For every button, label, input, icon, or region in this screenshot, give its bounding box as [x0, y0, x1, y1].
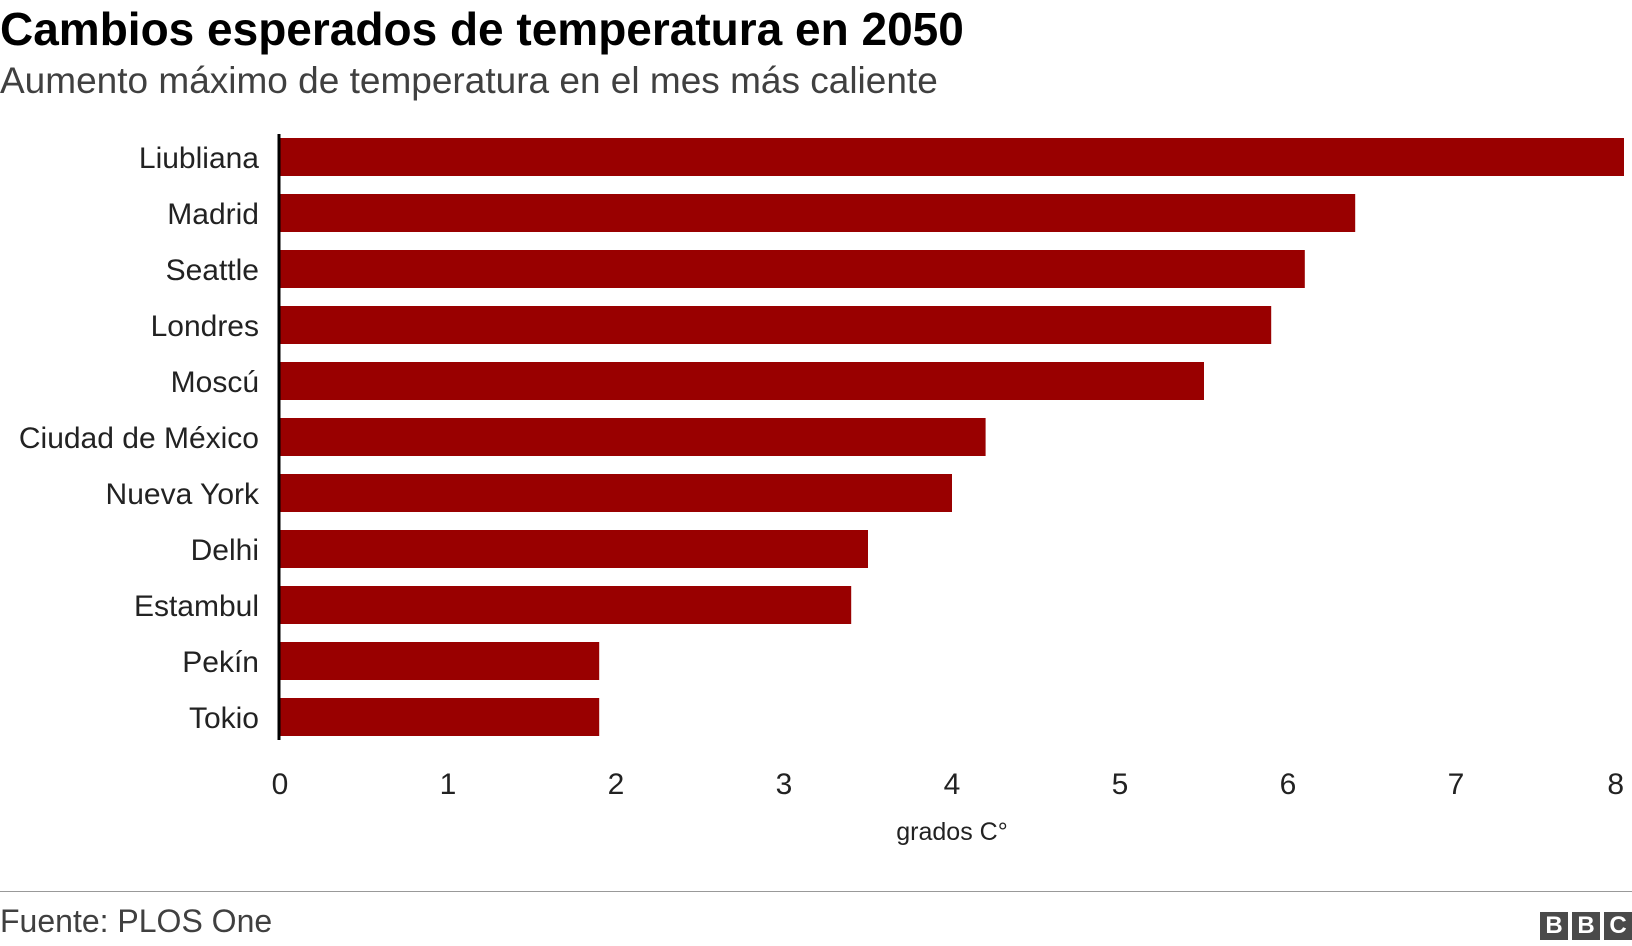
x-tick-label: 1	[440, 768, 457, 801]
category-label: Madrid	[167, 198, 259, 231]
category-label: Moscú	[171, 366, 259, 399]
bbc-logo-letter: B	[1540, 912, 1568, 940]
bar	[280, 642, 600, 680]
footer-divider	[0, 891, 1632, 892]
category-label: Londres	[151, 310, 259, 343]
bar	[280, 362, 1204, 400]
x-tick-label: 7	[1448, 768, 1465, 801]
bar	[280, 306, 1272, 344]
x-tick-label: 6	[1280, 768, 1297, 801]
x-tick-label: 4	[944, 768, 961, 801]
bar	[280, 530, 868, 568]
bbc-logo-letter: B	[1572, 912, 1600, 940]
category-label: Seattle	[166, 254, 259, 287]
x-tick-label: 5	[1112, 768, 1129, 801]
bbc-logo: B B C	[1540, 912, 1632, 940]
bar	[280, 474, 952, 512]
bar	[280, 586, 852, 624]
category-label: Tokio	[189, 702, 259, 735]
category-label: Liubliana	[139, 142, 259, 175]
bar	[280, 250, 1305, 288]
x-axis-title: grados C°	[896, 818, 1007, 846]
category-label: Estambul	[134, 590, 259, 623]
x-tick-label: 0	[272, 768, 289, 801]
bar	[280, 194, 1356, 232]
category-label: Ciudad de México	[19, 422, 259, 455]
bar-chart: Liubliana Madrid Seattle Londres Moscú Ciudad…	[19, 134, 1624, 846]
category-label: Nueva York	[106, 478, 260, 511]
bbc-logo-letter: C	[1604, 912, 1632, 940]
x-tick-label: 8	[1607, 768, 1624, 801]
x-tick-label: 2	[608, 768, 625, 801]
bar	[280, 138, 1624, 176]
category-label: Delhi	[191, 534, 259, 567]
bar	[280, 418, 986, 456]
category-label: Pekín	[182, 646, 259, 679]
bar	[280, 698, 600, 736]
chart-title: Cambios esperados de temperatura en 2050	[0, 3, 964, 55]
x-tick-label: 3	[776, 768, 793, 801]
chart-subtitle: Aumento máximo de temperatura en el mes …	[0, 60, 938, 101]
source-note: Fuente: PLOS One	[0, 903, 273, 939]
